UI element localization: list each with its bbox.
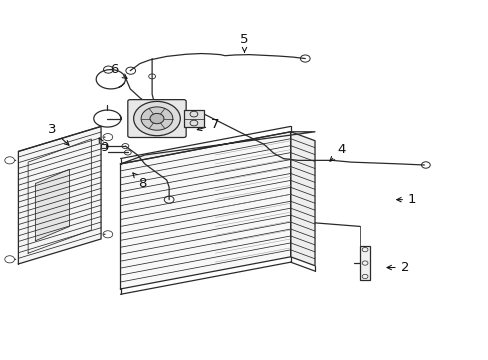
Text: 8: 8 — [133, 173, 146, 190]
Circle shape — [141, 107, 172, 130]
Polygon shape — [35, 169, 69, 241]
Polygon shape — [19, 126, 101, 264]
Polygon shape — [120, 132, 290, 289]
Text: 3: 3 — [48, 123, 69, 145]
Text: 1: 1 — [396, 193, 416, 206]
Text: 7: 7 — [197, 118, 219, 131]
Polygon shape — [120, 132, 314, 164]
Text: 6: 6 — [110, 63, 127, 78]
Bar — [101, 144, 106, 148]
FancyBboxPatch shape — [127, 100, 186, 138]
Bar — [360, 246, 369, 280]
Text: 4: 4 — [329, 143, 345, 161]
Circle shape — [150, 113, 163, 124]
Text: 2: 2 — [386, 261, 408, 274]
Circle shape — [133, 102, 180, 136]
Text: 5: 5 — [240, 33, 248, 52]
Polygon shape — [290, 132, 314, 266]
Text: 9: 9 — [99, 138, 108, 154]
Bar — [183, 110, 203, 127]
